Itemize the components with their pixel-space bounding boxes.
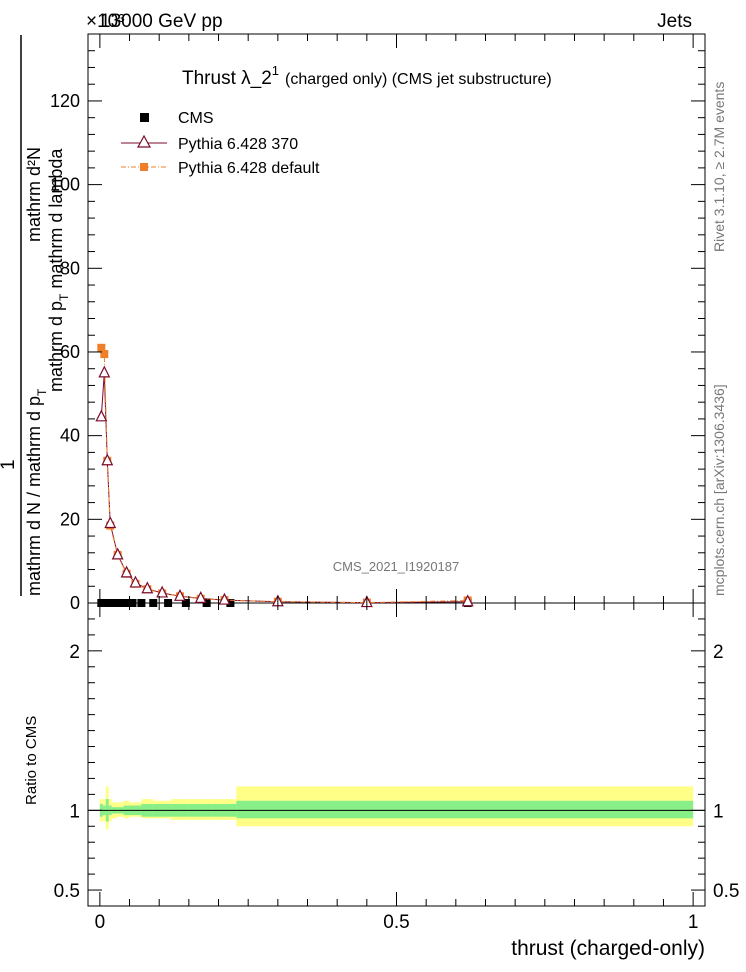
- analysis-watermark: CMS_2021_I1920187: [333, 559, 460, 574]
- legend-p370-marker: [136, 134, 152, 148]
- main-ylabel: 1 mathrm d N / mathrm d pT mathrm d²N ma…: [0, 35, 71, 596]
- pythia-default-point: [100, 350, 109, 359]
- ratio-xtick-label: 0: [95, 912, 106, 933]
- cms-point: [164, 599, 173, 607]
- pythia-370-point: [98, 365, 111, 378]
- cms-point: [137, 599, 146, 607]
- main-series: [95, 343, 474, 608]
- plot-title-main: Thrust λ_2: [182, 68, 272, 89]
- main-ytick-label: 100: [50, 175, 80, 195]
- pythia-370-point: [101, 453, 114, 466]
- ratio-xtick-label: 0.5: [383, 912, 409, 933]
- ratio-ytick-label-right: 2: [713, 642, 724, 663]
- cms-point: [226, 599, 235, 607]
- header-exponent: ×10³: [86, 11, 125, 32]
- ylabel-lower-tail: mathrm d lambda: [46, 148, 66, 294]
- ratio-bands: [99, 786, 694, 830]
- pythia-370-point: [141, 581, 154, 594]
- legend-pdef-label: Pythia 6.428 default: [178, 160, 320, 177]
- ratio-ytick-label: 0.5: [54, 881, 80, 902]
- pythia-370-point: [218, 592, 231, 605]
- x-axis-label: thrust (charged-only): [511, 937, 705, 960]
- ratio-ytick-label-right: 1: [713, 801, 724, 822]
- pythia-370-point: [95, 409, 108, 422]
- ratio-ytick-label: 1: [69, 801, 80, 822]
- pythia-370-point: [173, 588, 186, 601]
- header-jets: Jets: [657, 11, 692, 32]
- main-ytick-label: 60: [60, 342, 80, 362]
- pythia-370-point: [111, 547, 124, 560]
- pythia-370-point: [104, 516, 117, 529]
- ylabel-denominator-text: mathrm d N / mathrm d p: [24, 396, 44, 596]
- plot-title-superscript: 1: [272, 63, 279, 78]
- ylabel-numerator-one: 1: [0, 459, 19, 470]
- legend-cms-marker: [140, 113, 149, 122]
- mcplots-label: mcplots.cern.ch [arXiv:1306.3436]: [711, 384, 727, 596]
- plot-title-suffix: (charged only) (CMS jet substructure): [285, 71, 552, 88]
- ylabel-upper-text: mathrm d²N: [24, 147, 44, 242]
- ylabel-denominator-sub: T: [35, 388, 49, 396]
- ratio-plot-frame: [87, 602, 706, 907]
- ratio-band-segment: [236, 800, 694, 819]
- axes: 0 20 40 60 80 100 120 0 0.5 1 0.5 0.5 1 1 2 2: [50, 33, 739, 933]
- ratio-ytick-label: 2: [69, 642, 80, 663]
- pythia-default-point: [97, 343, 106, 352]
- ratio-xtick-label: 1: [688, 912, 699, 933]
- main-ytick-label: 0: [70, 593, 80, 613]
- main-ytick-label: 20: [60, 509, 80, 529]
- cms-point: [106, 599, 115, 607]
- ylabel-lower-text: mathrm d p: [46, 301, 66, 392]
- ratio-ytick-label-right: 0.5: [713, 881, 739, 902]
- cms-point: [128, 599, 137, 607]
- cms-point: [110, 599, 119, 607]
- main-ytick-label: 80: [60, 258, 80, 278]
- legend-pdef-marker: [140, 163, 148, 171]
- pythia-370-point: [156, 585, 169, 598]
- legend-cms-label: CMS: [178, 110, 214, 127]
- main-ytick-label: 40: [60, 426, 80, 446]
- ratio-ylabel: Ratio to CMS: [23, 716, 40, 805]
- plot-title: Thrust λ_21 (charged only) (CMS jet subst…: [182, 63, 552, 89]
- pythia-370-point: [120, 565, 133, 578]
- cms-point: [122, 599, 131, 607]
- cms-point: [181, 599, 190, 607]
- legend: CMS Pythia 6.428 370 Pythia 6.428 defaul…: [121, 110, 320, 177]
- ylabel-lower-sub: T: [57, 293, 71, 301]
- main-ytick-label: 120: [50, 91, 80, 111]
- pythia-370-point: [461, 594, 474, 607]
- rivet-label: Rivet 3.1.10, ≥ 2.7M events: [711, 82, 727, 252]
- ylabel-lower: mathrm d pT mathrm d lambda: [46, 148, 71, 392]
- pythia-370-point: [129, 575, 142, 588]
- pythia-370-point: [194, 591, 207, 603]
- legend-p370-label: Pythia 6.428 370: [178, 136, 298, 153]
- cms-point: [116, 599, 125, 607]
- cms-point: [149, 599, 158, 607]
- ylabel-denominator: mathrm d N / mathrm d pT: [24, 388, 49, 596]
- cms-point: [202, 599, 211, 607]
- ylabel-upper: mathrm d²N: [24, 147, 44, 242]
- header-energy: 13000 GeV pp: [100, 11, 223, 32]
